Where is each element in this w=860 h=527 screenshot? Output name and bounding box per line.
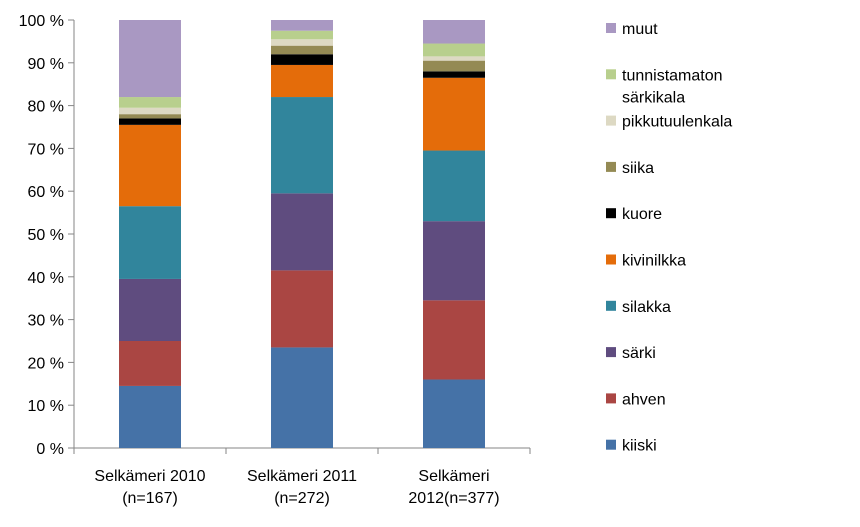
x-category-label: Selkämeri 2010 (n=167) [94, 468, 205, 507]
y-tick-label: 30 % [28, 313, 64, 330]
bar-segment-kivinilkka [271, 64, 333, 98]
y-tick-label: 100 % [19, 13, 64, 30]
bar-segment-muut [119, 20, 181, 98]
legend-label: kuore [622, 206, 662, 223]
bar-segment-siika [119, 114, 181, 119]
x-category-label: Selkämeri 2012(n=377) [408, 468, 499, 507]
bar-segment-kiiski [271, 347, 333, 448]
legend-swatch [606, 393, 616, 404]
y-tick-label: 60 % [28, 184, 64, 201]
x-category-labels: Selkämeri 2010 (n=167) Selkämeri 2011 (n=27… [94, 468, 499, 507]
legend-swatch [606, 115, 616, 126]
bar-segment-kuore [423, 71, 485, 78]
y-tick-label: 10 % [28, 398, 64, 415]
bar-segment-ahven [119, 341, 181, 386]
bar-segment-särki [119, 278, 181, 341]
legend: muut tunnistamaton särkikala pikkutuulenkal… [606, 21, 732, 455]
legend-swatch [606, 300, 616, 311]
legend-swatch [606, 161, 616, 172]
bar-segment-muut [271, 20, 333, 31]
x-category-label: Selkämeri 2011 (n=272) [247, 468, 357, 507]
bar-segment-pikkutuulenkala [423, 56, 485, 61]
bar-segment-särki [271, 193, 333, 271]
y-tick-label: 90 % [28, 56, 64, 73]
bar-segment-kiiski [423, 379, 485, 448]
bars [119, 20, 485, 448]
legend-label: muut [622, 21, 658, 38]
legend-label: tunnistamaton särkikala [622, 67, 723, 106]
y-tick-label: 50 % [28, 227, 64, 244]
bar-segment-ahven [423, 300, 485, 380]
legend-label: kivinilkka [622, 253, 686, 270]
bar-segment-pikkutuulenkala [271, 39, 333, 46]
legend-label: silakka [622, 299, 671, 316]
y-tick-label: 80 % [28, 99, 64, 116]
legend-label: pikkutuulenkala [622, 114, 732, 131]
bar-segment-tunnistamaton-särkikala [271, 30, 333, 40]
legend-label: ahven [622, 391, 666, 408]
legend-swatch [606, 69, 616, 80]
y-tick-label: 0 % [36, 441, 64, 458]
bar-segment-siika [271, 45, 333, 55]
bar-segment-kuore [271, 54, 333, 65]
bar-segment-silakka [271, 97, 333, 194]
bar-segment-tunnistamaton-särkikala [119, 97, 181, 108]
bar-segment-kivinilkka [119, 124, 181, 207]
bar-segment-kivinilkka [423, 77, 485, 151]
legend-label: kiiski [622, 438, 657, 455]
y-tick-label: 20 % [28, 355, 64, 372]
bar-segment-kuore [119, 118, 181, 125]
bar-segment-ahven [271, 270, 333, 348]
bar-segment-silakka [119, 206, 181, 279]
bar-segment-kiiski [119, 385, 181, 448]
y-tick-label: 40 % [28, 270, 64, 287]
bar-segment-siika [423, 60, 485, 72]
legend-label: särki [622, 345, 656, 362]
legend-swatch [606, 23, 616, 33]
legend-swatch [606, 347, 616, 358]
bar-segment-pikkutuulenkala [119, 107, 181, 115]
bar-segment-silakka [423, 150, 485, 222]
y-tick-labels: 0 % 10 % 20 % 30 % 40 % 50 % 60 % 70 % 80 % 90 % 1… [19, 13, 64, 458]
legend-swatch [606, 254, 616, 265]
legend-swatch [606, 208, 616, 219]
legend-swatch [606, 439, 616, 450]
y-tick-label: 70 % [28, 141, 64, 158]
bar-segment-muut [423, 20, 485, 44]
bar-segment-särki [423, 221, 485, 301]
bar-segment-tunnistamaton-särkikala [423, 43, 485, 57]
legend-label: siika [622, 160, 654, 177]
